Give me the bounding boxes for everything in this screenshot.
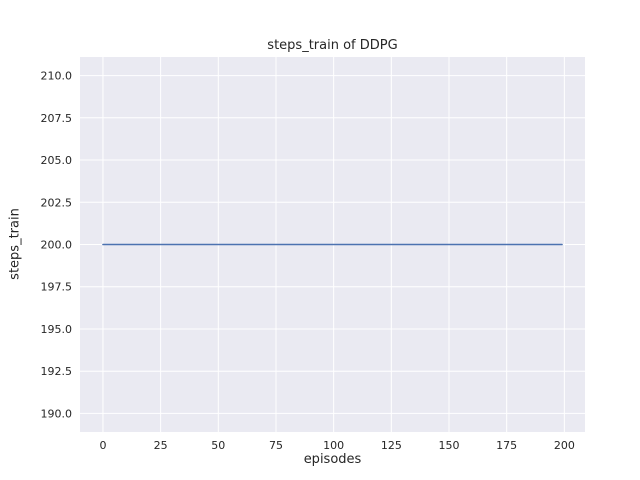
y-axis-label: steps_train xyxy=(7,208,23,280)
x-axis-label: episodes xyxy=(303,452,362,467)
svg-text:190.0: 190.0 xyxy=(41,407,73,420)
svg-text:150: 150 xyxy=(439,439,460,452)
svg-text:207.5: 207.5 xyxy=(41,112,73,125)
svg-text:202.5: 202.5 xyxy=(41,196,73,209)
svg-text:100: 100 xyxy=(323,439,344,452)
svg-text:210.0: 210.0 xyxy=(41,70,73,83)
svg-text:0: 0 xyxy=(99,439,106,452)
svg-text:195.0: 195.0 xyxy=(41,323,73,336)
svg-text:200.0: 200.0 xyxy=(41,239,73,252)
svg-text:192.5: 192.5 xyxy=(41,365,73,378)
chart-title: steps_train of DDPG xyxy=(267,38,398,53)
svg-text:50: 50 xyxy=(211,439,225,452)
svg-text:197.5: 197.5 xyxy=(41,281,73,294)
svg-text:75: 75 xyxy=(269,439,283,452)
svg-text:175: 175 xyxy=(496,439,517,452)
svg-text:205.0: 205.0 xyxy=(41,154,73,167)
svg-text:125: 125 xyxy=(381,439,402,452)
svg-text:25: 25 xyxy=(154,439,168,452)
svg-text:200: 200 xyxy=(554,439,575,452)
